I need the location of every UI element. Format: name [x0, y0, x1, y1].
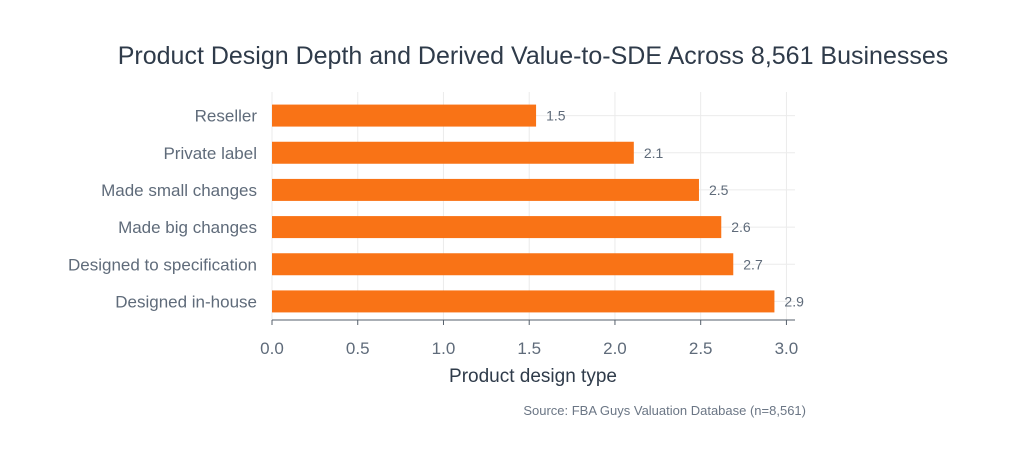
- category-label: Private label: [163, 144, 257, 163]
- data-label: 2.5: [709, 182, 729, 198]
- bars: [272, 104, 775, 313]
- data-label: 2.9: [784, 293, 804, 309]
- x-tick-label: 0.0: [260, 339, 284, 358]
- bar: [272, 290, 775, 313]
- category-label: Designed in-house: [115, 292, 257, 311]
- category-label: Made big changes: [118, 218, 257, 237]
- bar: [272, 104, 537, 127]
- bar: [272, 178, 699, 201]
- category-labels: Reseller Private label Made small changes M…: [68, 107, 257, 312]
- chart-title: Product Design Depth and Derived Value-t…: [118, 42, 949, 70]
- x-tick-label: 3.0: [775, 339, 799, 358]
- data-label: 2.7: [743, 256, 763, 272]
- source-note: Source: FBA Guys Valuation Database (n=8…: [523, 403, 806, 418]
- data-label: 2.1: [644, 145, 664, 161]
- category-label: Designed to specification: [68, 255, 257, 274]
- x-tick-label: 1.0: [432, 339, 456, 358]
- category-label: Reseller: [195, 107, 258, 126]
- bar: [272, 141, 634, 164]
- data-labels: 1.5 2.1 2.5 2.6 2.7 2.9: [546, 108, 804, 310]
- x-tick-label: 2.0: [603, 339, 627, 358]
- bar: [272, 216, 722, 239]
- x-tick-label: 2.5: [689, 339, 713, 358]
- x-axis-title: Product design type: [449, 366, 617, 387]
- category-label: Made small changes: [101, 181, 257, 200]
- x-tick-label: 0.5: [346, 339, 370, 358]
- data-label: 2.6: [731, 219, 751, 235]
- bar: [272, 253, 734, 276]
- data-label: 1.5: [546, 108, 566, 124]
- x-tick-label: 1.5: [517, 339, 541, 358]
- x-axis-ticks: 0.0 0.5 1.0 1.5 2.0 2.5 3.0: [260, 320, 798, 358]
